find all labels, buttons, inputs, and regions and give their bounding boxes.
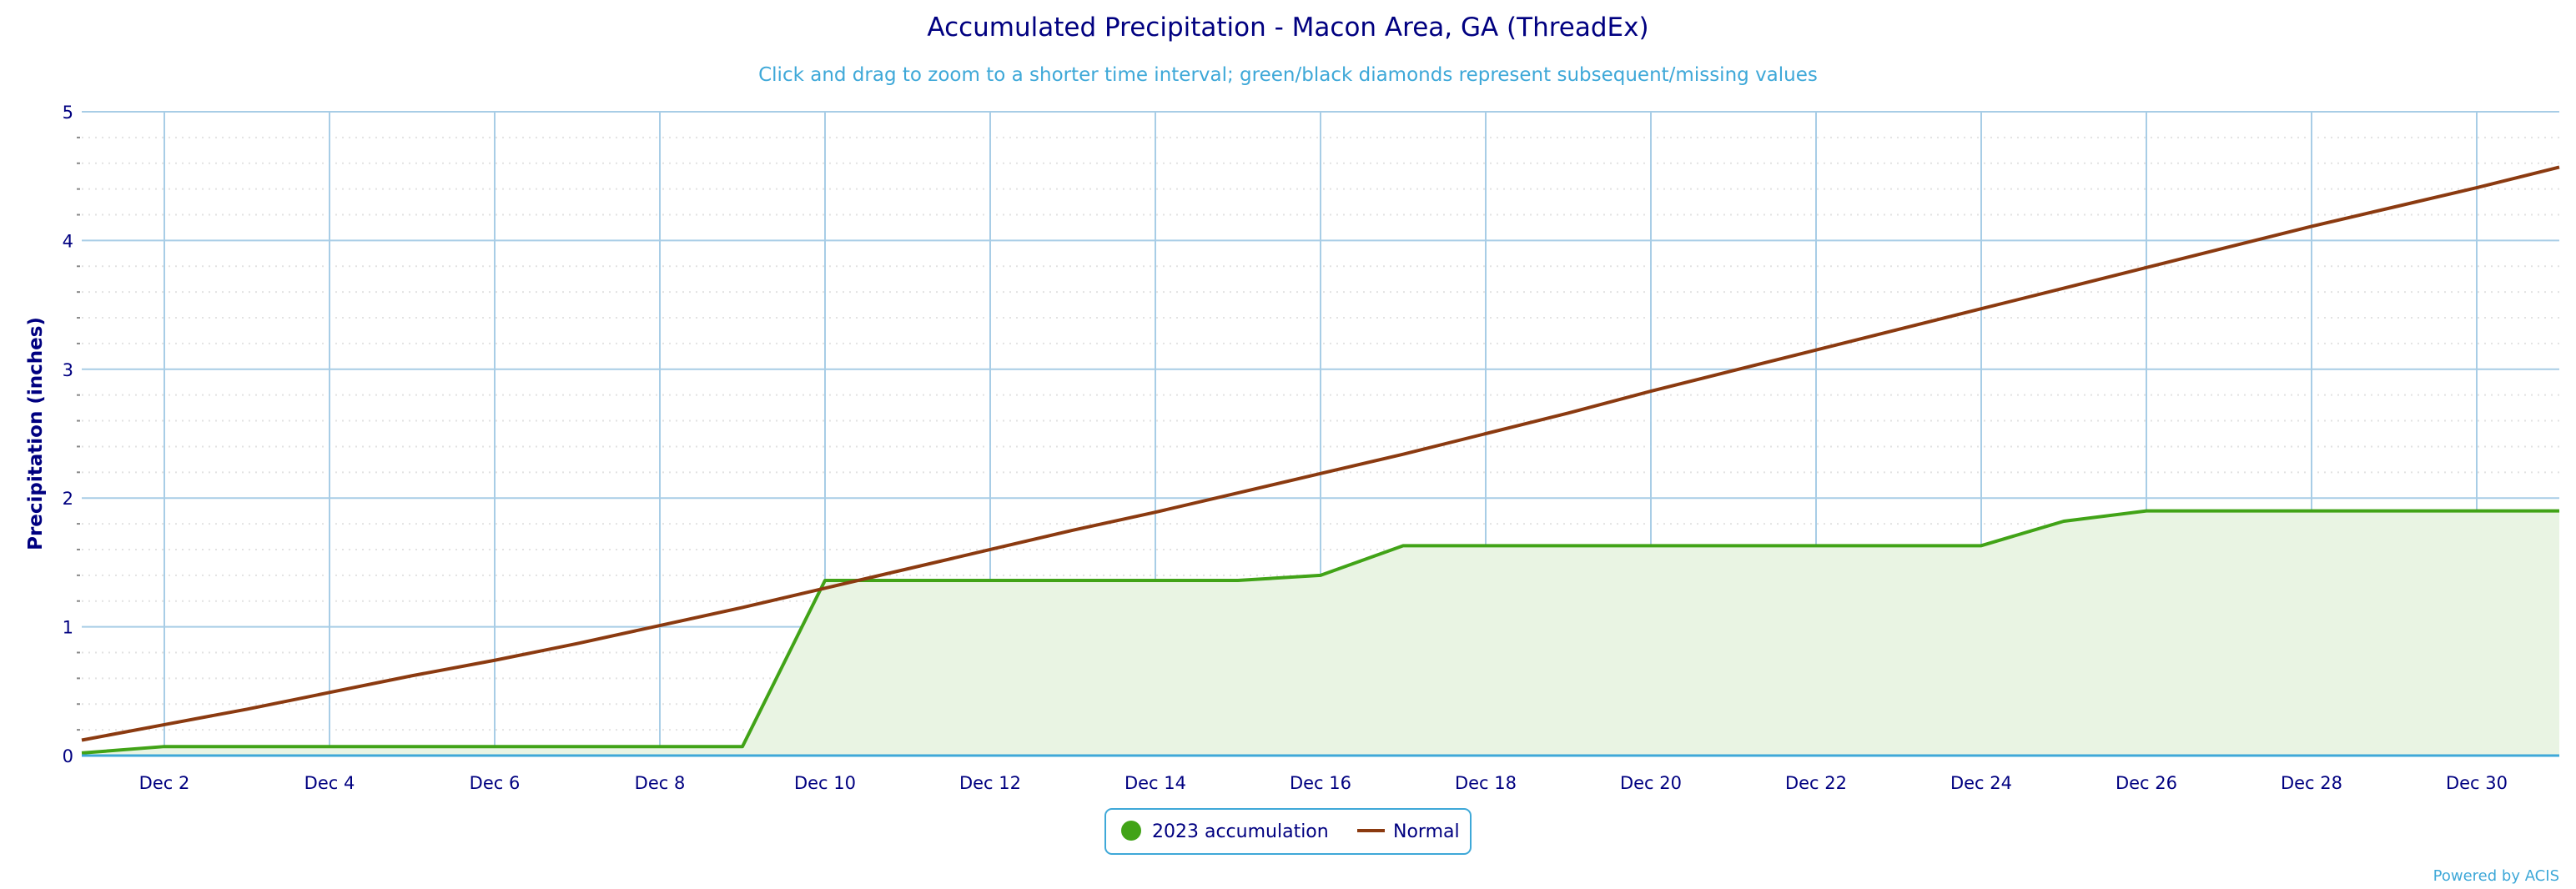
x-tick-label: Dec 8 (635, 773, 686, 793)
x-tick-label: Dec 22 (1785, 773, 1847, 793)
x-tick-label: Dec 18 (1455, 773, 1517, 793)
legend-label-2023: 2023 accumulation (1152, 821, 1329, 842)
y-tick-label: 5 (63, 103, 73, 123)
chart-subtitle: Click and drag to zoom to a shorter time… (758, 64, 1818, 86)
legend-marker-2023 (1121, 821, 1141, 841)
axes: Dec 2 Dec 4 Dec 6 Dec 8 Dec 10 Dec 12 Dec 14 De… (63, 103, 2559, 793)
series-layer (81, 165, 2560, 756)
legend-label-normal: Normal (1393, 821, 1460, 842)
x-tick-label: Dec 26 (2116, 773, 2177, 793)
y-tick-label: 4 (63, 231, 73, 251)
x-tick-label: Dec 12 (959, 773, 1021, 793)
legend: 2023 accumulation Normal (1104, 808, 1472, 855)
x-tick-label: Dec 4 (304, 773, 355, 793)
x-tick-label: Dec 14 (1124, 773, 1186, 793)
x-tick-label: Dec 30 (2446, 773, 2508, 793)
x-tick-label: Dec 20 (1620, 773, 1682, 793)
credit-link[interactable]: Powered by ACIS (2433, 867, 2559, 885)
chart-title: Accumulated Precipitation - Macon Area, … (927, 13, 1648, 43)
y-tick-label: 0 (63, 746, 73, 766)
y-axis-label: Precipitation (inches) (25, 317, 47, 550)
x-tick-label: Dec 24 (1950, 773, 2012, 793)
accumulation-line (81, 509, 2559, 755)
legend-item-2023-accumulation[interactable]: 2023 accumulation (1121, 821, 1329, 842)
accumulation-area (82, 510, 2559, 756)
y-tick-label: 1 (63, 618, 73, 638)
x-tick-label: Dec 16 (1290, 773, 1351, 793)
y-tick-label: 2 (63, 489, 73, 509)
x-tick-label: Dec 28 (2281, 773, 2342, 793)
x-tick-label: Dec 10 (794, 773, 856, 793)
y-tick-label: 3 (63, 360, 73, 380)
x-tick-label: Dec 2 (139, 773, 190, 793)
x-tick-label: Dec 6 (470, 773, 521, 793)
legend-item-normal[interactable]: Normal (1357, 821, 1460, 842)
normal-line (81, 165, 2560, 742)
